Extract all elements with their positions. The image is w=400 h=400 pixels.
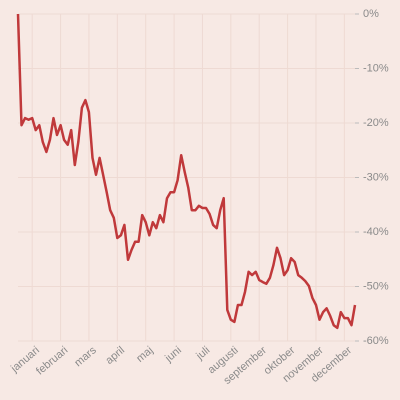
- y-tick-label: -40%: [363, 226, 389, 238]
- line: [16, 13, 357, 330]
- y-tick-label: -50%: [363, 280, 389, 292]
- y-tick-label: -60%: [363, 335, 389, 347]
- y-tick-label: -30%: [363, 171, 389, 183]
- y-tick-label: -10%: [363, 62, 389, 74]
- y-tick-label: -20%: [363, 117, 389, 129]
- y-tick-label: 0%: [363, 8, 379, 20]
